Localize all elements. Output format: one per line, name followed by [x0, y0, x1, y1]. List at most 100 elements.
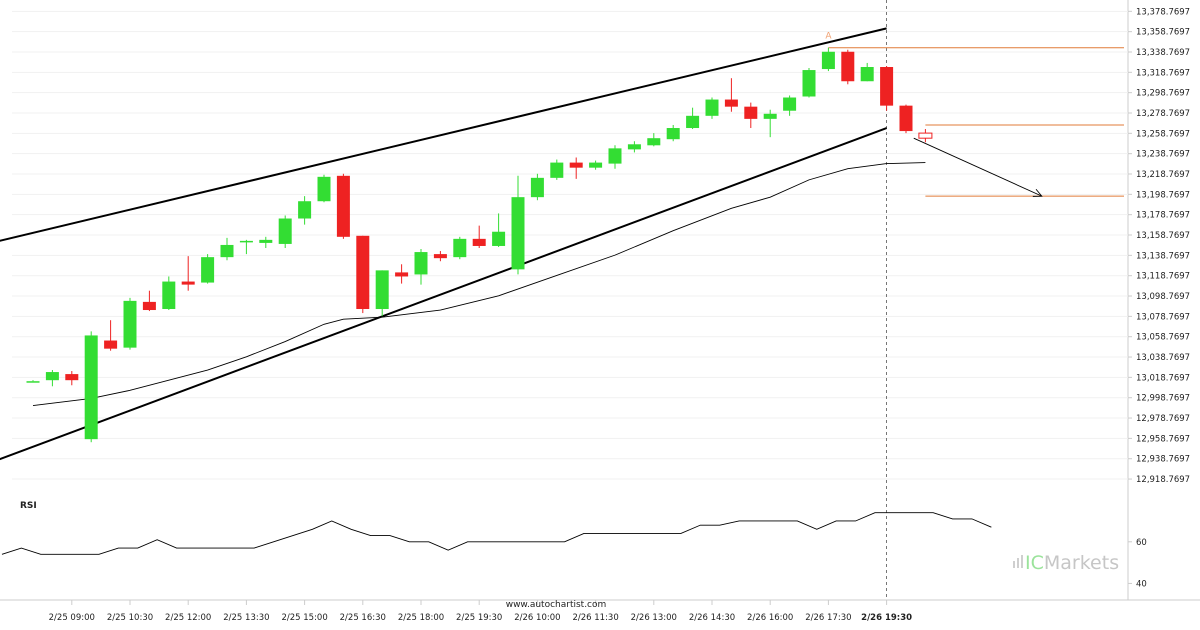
rsi-label: RSI	[20, 501, 37, 511]
price-tick-label: 13,078.7697	[1136, 312, 1190, 322]
candle-body	[220, 244, 234, 258]
time-tick-label: 2/26 16:00	[747, 613, 793, 623]
brand-logo: ICMarkets	[1013, 552, 1119, 574]
price-tick-label: 13,138.7697	[1136, 251, 1190, 261]
time-tick-label: 2/26 14:30	[689, 613, 735, 623]
price-tick-label: 13,098.7697	[1136, 292, 1190, 302]
time-tick-label: 2/25 19:30	[456, 613, 502, 623]
rsi-tick-label: 60	[1136, 538, 1147, 548]
candle-body	[841, 51, 855, 82]
candle-body	[414, 252, 428, 275]
price-tick-label: 13,258.7697	[1136, 129, 1190, 139]
brand-bar-3	[1021, 555, 1023, 568]
candle-body	[880, 67, 894, 106]
candle-body	[492, 231, 506, 246]
price-tick-label: 13,118.7697	[1136, 272, 1190, 282]
rsi-tick-label: 40	[1136, 579, 1147, 589]
candle-body	[783, 97, 797, 111]
time-tick-label: 2/25 13:30	[223, 613, 269, 623]
price-tick-label: 13,278.7697	[1136, 109, 1190, 119]
candle-body	[104, 340, 118, 349]
candle-body	[472, 238, 486, 246]
brand-suffix: Markets	[1044, 552, 1119, 574]
price-tick-label: 12,938.7697	[1136, 455, 1190, 465]
candle-body	[142, 301, 156, 311]
candle-body	[336, 175, 350, 237]
candle-body	[608, 148, 622, 164]
forecast-arrow-line	[913, 137, 1042, 197]
candle-body	[511, 197, 525, 270]
chart-grid	[0, 0, 1200, 601]
candle-body	[530, 177, 544, 198]
price-tick-label: 13,018.7697	[1136, 373, 1190, 383]
price-tick-label: 13,358.7697	[1136, 28, 1190, 38]
candle-body	[724, 99, 738, 107]
candle-body	[802, 70, 816, 97]
candles-layer	[26, 47, 933, 443]
candle-body	[45, 372, 59, 381]
candle-body	[278, 218, 292, 244]
candle-body	[569, 162, 583, 168]
moving-average-line	[32, 162, 926, 407]
candle-body	[550, 162, 564, 178]
rsi-line	[1, 512, 992, 555]
candle-body	[647, 138, 661, 146]
svg-text:ICMarkets: ICMarkets	[1025, 552, 1119, 574]
time-tick-label: 2/25 16:30	[340, 613, 386, 623]
candle-body	[899, 105, 913, 132]
price-tick-label: 13,038.7697	[1136, 353, 1190, 363]
price-tick-label: 12,918.7697	[1136, 475, 1190, 485]
candle-body	[627, 144, 641, 150]
time-tick-label: 2/25 15:00	[281, 613, 327, 623]
candle-body	[123, 300, 137, 348]
price-axis: 13,378.7697 13,358.7697 13,338.7697 13,318.…	[1136, 7, 1190, 485]
candle-body	[26, 381, 40, 383]
candle-body	[763, 113, 777, 119]
support-trendline	[0, 127, 887, 461]
candle-body	[239, 240, 253, 243]
candle-body	[705, 99, 719, 116]
forecast-arrow-head	[1032, 188, 1043, 197]
time-tick-label: 2/25 18:00	[398, 613, 444, 623]
time-tick-label: 2/26 11:30	[572, 613, 618, 623]
price-tick-label: 13,198.7697	[1136, 190, 1190, 200]
candle-body	[181, 281, 195, 285]
candle-body	[589, 162, 603, 168]
time-tick-label: 2/25 09:00	[49, 613, 95, 623]
candle-body	[201, 257, 215, 283]
price-tick-label: 13,178.7697	[1136, 211, 1190, 221]
time-axis: 2/25 09:00 2/25 10:30 2/25 12:00 2/25 13:30…	[49, 600, 912, 623]
price-tick-label: 12,958.7697	[1136, 434, 1190, 444]
rsi-panel: RSI 60 40	[1, 501, 1147, 589]
time-tick-label: 2/25 12:00	[165, 613, 211, 623]
candle-body	[821, 51, 835, 70]
candle-body	[666, 128, 680, 140]
brand-bar-1	[1013, 561, 1015, 568]
price-tick-label: 13,378.7697	[1136, 7, 1190, 17]
price-tick-label: 12,978.7697	[1136, 414, 1190, 424]
price-tick-label: 13,338.7697	[1136, 48, 1190, 58]
price-tick-label: 13,158.7697	[1136, 231, 1190, 241]
time-tick-label: 2/25 10:30	[107, 613, 153, 623]
candle-body	[375, 270, 389, 310]
candle-body	[744, 106, 758, 119]
candle-body	[453, 238, 467, 258]
candle-body	[433, 254, 447, 259]
candle-body	[162, 281, 176, 310]
chart-overlays: A	[0, 0, 1124, 600]
pattern-point-label: A	[825, 32, 832, 42]
time-tick-label: 2/26 13:00	[631, 613, 677, 623]
time-tick-label: 2/26 17:30	[805, 613, 851, 623]
brand-bar-2	[1017, 558, 1019, 568]
forecast-candle-body	[918, 132, 933, 139]
candle-body	[298, 201, 312, 219]
price-tick-label: 13,298.7697	[1136, 89, 1190, 99]
candle-body	[65, 374, 79, 381]
time-tick-label: 2/26 10:00	[514, 613, 560, 623]
price-tick-label: 12,998.7697	[1136, 394, 1190, 404]
price-tick-label: 13,218.7697	[1136, 170, 1190, 180]
candle-body	[317, 176, 331, 202]
price-tick-label: 13,318.7697	[1136, 68, 1190, 78]
